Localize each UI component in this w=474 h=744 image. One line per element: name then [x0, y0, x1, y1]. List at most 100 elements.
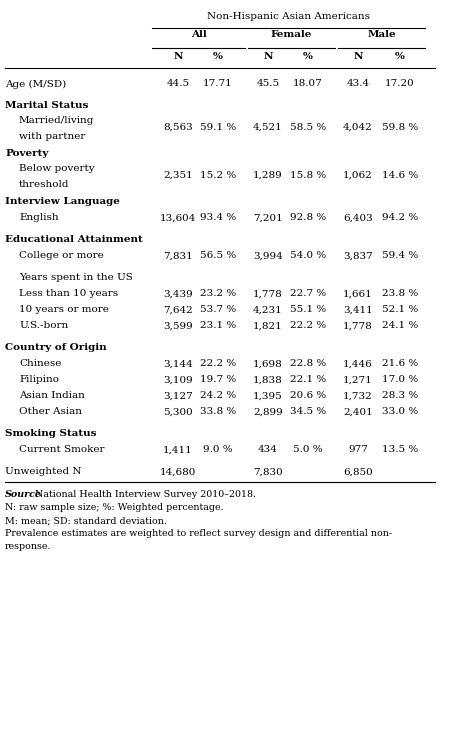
Text: 93.4 %: 93.4 % [200, 214, 236, 222]
Text: 55.1 %: 55.1 % [290, 306, 326, 315]
Text: %: % [303, 52, 313, 61]
Text: 22.1 %: 22.1 % [290, 376, 326, 385]
Text: 1,821: 1,821 [253, 321, 283, 330]
Text: 6,403: 6,403 [343, 214, 373, 222]
Text: 5,300: 5,300 [163, 408, 193, 417]
Text: 3,599: 3,599 [163, 321, 193, 330]
Text: 9.0 %: 9.0 % [203, 446, 233, 455]
Text: 33.0 %: 33.0 % [382, 408, 418, 417]
Text: 15.8 %: 15.8 % [290, 170, 326, 179]
Text: 1,778: 1,778 [253, 289, 283, 298]
Text: 14.6 %: 14.6 % [382, 170, 418, 179]
Text: 2,401: 2,401 [343, 408, 373, 417]
Text: 18.07: 18.07 [293, 80, 323, 89]
Text: 1,838: 1,838 [253, 376, 283, 385]
Text: 6,850: 6,850 [343, 467, 373, 476]
Text: English: English [19, 214, 59, 222]
Text: 22.7 %: 22.7 % [290, 289, 326, 298]
Text: 3,109: 3,109 [163, 376, 193, 385]
Text: 4,231: 4,231 [253, 306, 283, 315]
Text: 2,899: 2,899 [253, 408, 283, 417]
Text: N: N [263, 52, 273, 61]
Text: 1,271: 1,271 [343, 376, 373, 385]
Text: 24.2 %: 24.2 % [200, 391, 236, 400]
Text: Married/living: Married/living [19, 116, 94, 125]
Text: 7,830: 7,830 [253, 467, 283, 476]
Text: 3,411: 3,411 [343, 306, 373, 315]
Text: 1,698: 1,698 [253, 359, 283, 368]
Text: 54.0 %: 54.0 % [290, 251, 326, 260]
Text: 17.20: 17.20 [385, 80, 415, 89]
Text: 15.2 %: 15.2 % [200, 170, 236, 179]
Text: National Health Interview Survey 2010–2018.: National Health Interview Survey 2010–20… [32, 490, 256, 499]
Text: 3,144: 3,144 [163, 359, 193, 368]
Text: 1,395: 1,395 [253, 391, 283, 400]
Text: 53.7 %: 53.7 % [200, 306, 236, 315]
Text: 1,062: 1,062 [343, 170, 373, 179]
Text: 94.2 %: 94.2 % [382, 214, 418, 222]
Text: 52.1 %: 52.1 % [382, 306, 418, 315]
Text: 2,351: 2,351 [163, 170, 193, 179]
Text: 59.8 %: 59.8 % [382, 123, 418, 132]
Text: 24.1 %: 24.1 % [382, 321, 418, 330]
Text: %: % [395, 52, 405, 61]
Text: Unweighted N: Unweighted N [5, 467, 82, 476]
Text: 34.5 %: 34.5 % [290, 408, 326, 417]
Text: 7,831: 7,831 [163, 251, 193, 260]
Text: 23.2 %: 23.2 % [200, 289, 236, 298]
Text: 56.5 %: 56.5 % [200, 251, 236, 260]
Text: 92.8 %: 92.8 % [290, 214, 326, 222]
Text: 3,837: 3,837 [343, 251, 373, 260]
Text: 1,411: 1,411 [163, 446, 193, 455]
Text: 28.3 %: 28.3 % [382, 391, 418, 400]
Text: All: All [191, 30, 206, 39]
Text: threshold: threshold [19, 180, 70, 189]
Text: N: N [173, 52, 183, 61]
Text: 977: 977 [348, 446, 368, 455]
Text: 59.1 %: 59.1 % [200, 123, 236, 132]
Text: Female: Female [271, 30, 312, 39]
Text: 13.5 %: 13.5 % [382, 446, 418, 455]
Text: 33.8 %: 33.8 % [200, 408, 236, 417]
Text: %: % [213, 52, 223, 61]
Text: 7,642: 7,642 [163, 306, 193, 315]
Text: Prevalence estimates are weighted to reflect survey design and differential non-: Prevalence estimates are weighted to ref… [5, 529, 392, 538]
Text: 8,563: 8,563 [163, 123, 193, 132]
Text: 3,994: 3,994 [253, 251, 283, 260]
Text: Male: Male [367, 30, 396, 39]
Text: College or more: College or more [19, 251, 104, 260]
Text: 1,661: 1,661 [343, 289, 373, 298]
Text: 1,778: 1,778 [343, 321, 373, 330]
Text: 59.4 %: 59.4 % [382, 251, 418, 260]
Text: 3,439: 3,439 [163, 289, 193, 298]
Text: 1,732: 1,732 [343, 391, 373, 400]
Text: 22.2 %: 22.2 % [200, 359, 236, 368]
Text: 19.7 %: 19.7 % [200, 376, 236, 385]
Text: Educational Attainment: Educational Attainment [5, 236, 143, 245]
Text: 23.1 %: 23.1 % [200, 321, 236, 330]
Text: Age (M/SD): Age (M/SD) [5, 80, 66, 89]
Text: 434: 434 [258, 446, 278, 455]
Text: 1,289: 1,289 [253, 170, 283, 179]
Text: N: N [353, 52, 363, 61]
Text: 45.5: 45.5 [256, 80, 280, 89]
Text: Below poverty: Below poverty [19, 164, 95, 173]
Text: Country of Origin: Country of Origin [5, 344, 107, 353]
Text: 14,680: 14,680 [160, 467, 196, 476]
Text: Less than 10 years: Less than 10 years [19, 289, 118, 298]
Text: 1,446: 1,446 [343, 359, 373, 368]
Text: 7,201: 7,201 [253, 214, 283, 222]
Text: 4,521: 4,521 [253, 123, 283, 132]
Text: Source: Source [5, 490, 42, 499]
Text: Non-Hispanic Asian Americans: Non-Hispanic Asian Americans [207, 12, 370, 21]
Text: response.: response. [5, 542, 52, 551]
Text: Years spent in the US: Years spent in the US [19, 274, 133, 283]
Text: M: mean; SD: standard deviation.: M: mean; SD: standard deviation. [5, 516, 167, 525]
Text: 22.2 %: 22.2 % [290, 321, 326, 330]
Text: 4,042: 4,042 [343, 123, 373, 132]
Text: Marital Status: Marital Status [5, 101, 88, 111]
Text: Other Asian: Other Asian [19, 408, 82, 417]
Text: Interview Language: Interview Language [5, 197, 120, 207]
Text: 13,604: 13,604 [160, 214, 196, 222]
Text: 20.6 %: 20.6 % [290, 391, 326, 400]
